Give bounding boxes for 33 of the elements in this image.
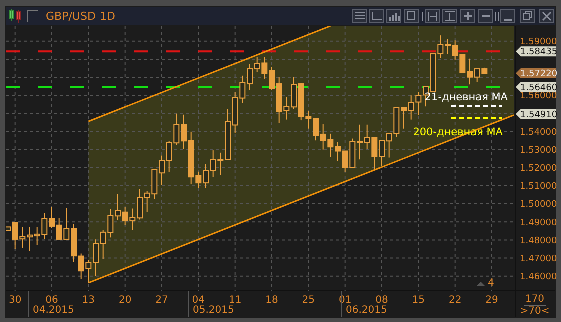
x-tick-label: 18 bbox=[266, 295, 278, 306]
x-tick-label: 29 bbox=[486, 295, 498, 306]
y-tick-label: 1.47000 bbox=[520, 254, 558, 264]
y-tick-label: 1.48000 bbox=[520, 236, 558, 246]
text: 04.2015 bbox=[33, 305, 74, 316]
text: >70< bbox=[520, 306, 550, 317]
y-tick-label: 1.56000 bbox=[520, 92, 558, 102]
x-tick-label: 08 bbox=[376, 295, 388, 306]
x-tick-label: 30 bbox=[8, 295, 22, 306]
x-tick-label: 11 bbox=[228, 295, 242, 306]
x-tick-label: 20 bbox=[118, 295, 132, 306]
chart-subtitle: 1D bbox=[100, 10, 116, 23]
y-tick-label: 1.53000 bbox=[520, 146, 558, 156]
x-tick-label: 27 bbox=[156, 295, 168, 306]
y-tick-label: 1.54000 bbox=[520, 128, 558, 138]
y-tick-label: 1.59000 bbox=[520, 38, 558, 48]
text: 05.2015 bbox=[193, 305, 234, 316]
x-tick-label: 13 bbox=[82, 295, 96, 306]
x-tick-label: 22 bbox=[448, 295, 462, 306]
annotation: 4 bbox=[488, 278, 494, 289]
x-tick-label: 15 bbox=[412, 295, 426, 306]
y-tick-label: 1.51000 bbox=[520, 182, 558, 192]
y-tick-label: 1.52000 bbox=[520, 164, 558, 174]
x-tick-label: 06 bbox=[46, 295, 58, 306]
text: 06.2015 bbox=[346, 305, 388, 316]
x-tick-label: 04 bbox=[192, 295, 206, 306]
y-tick-label: 1.46000 bbox=[520, 272, 558, 283]
text: 170 bbox=[525, 294, 545, 305]
chart-title: GBP/USD bbox=[46, 10, 96, 23]
x-tick-label: 25 bbox=[302, 295, 316, 306]
text: 1.57220 bbox=[520, 70, 558, 80]
y-tick-label: 1.49000 bbox=[520, 218, 558, 228]
y-tick-label: 1.50000 bbox=[520, 200, 558, 210]
